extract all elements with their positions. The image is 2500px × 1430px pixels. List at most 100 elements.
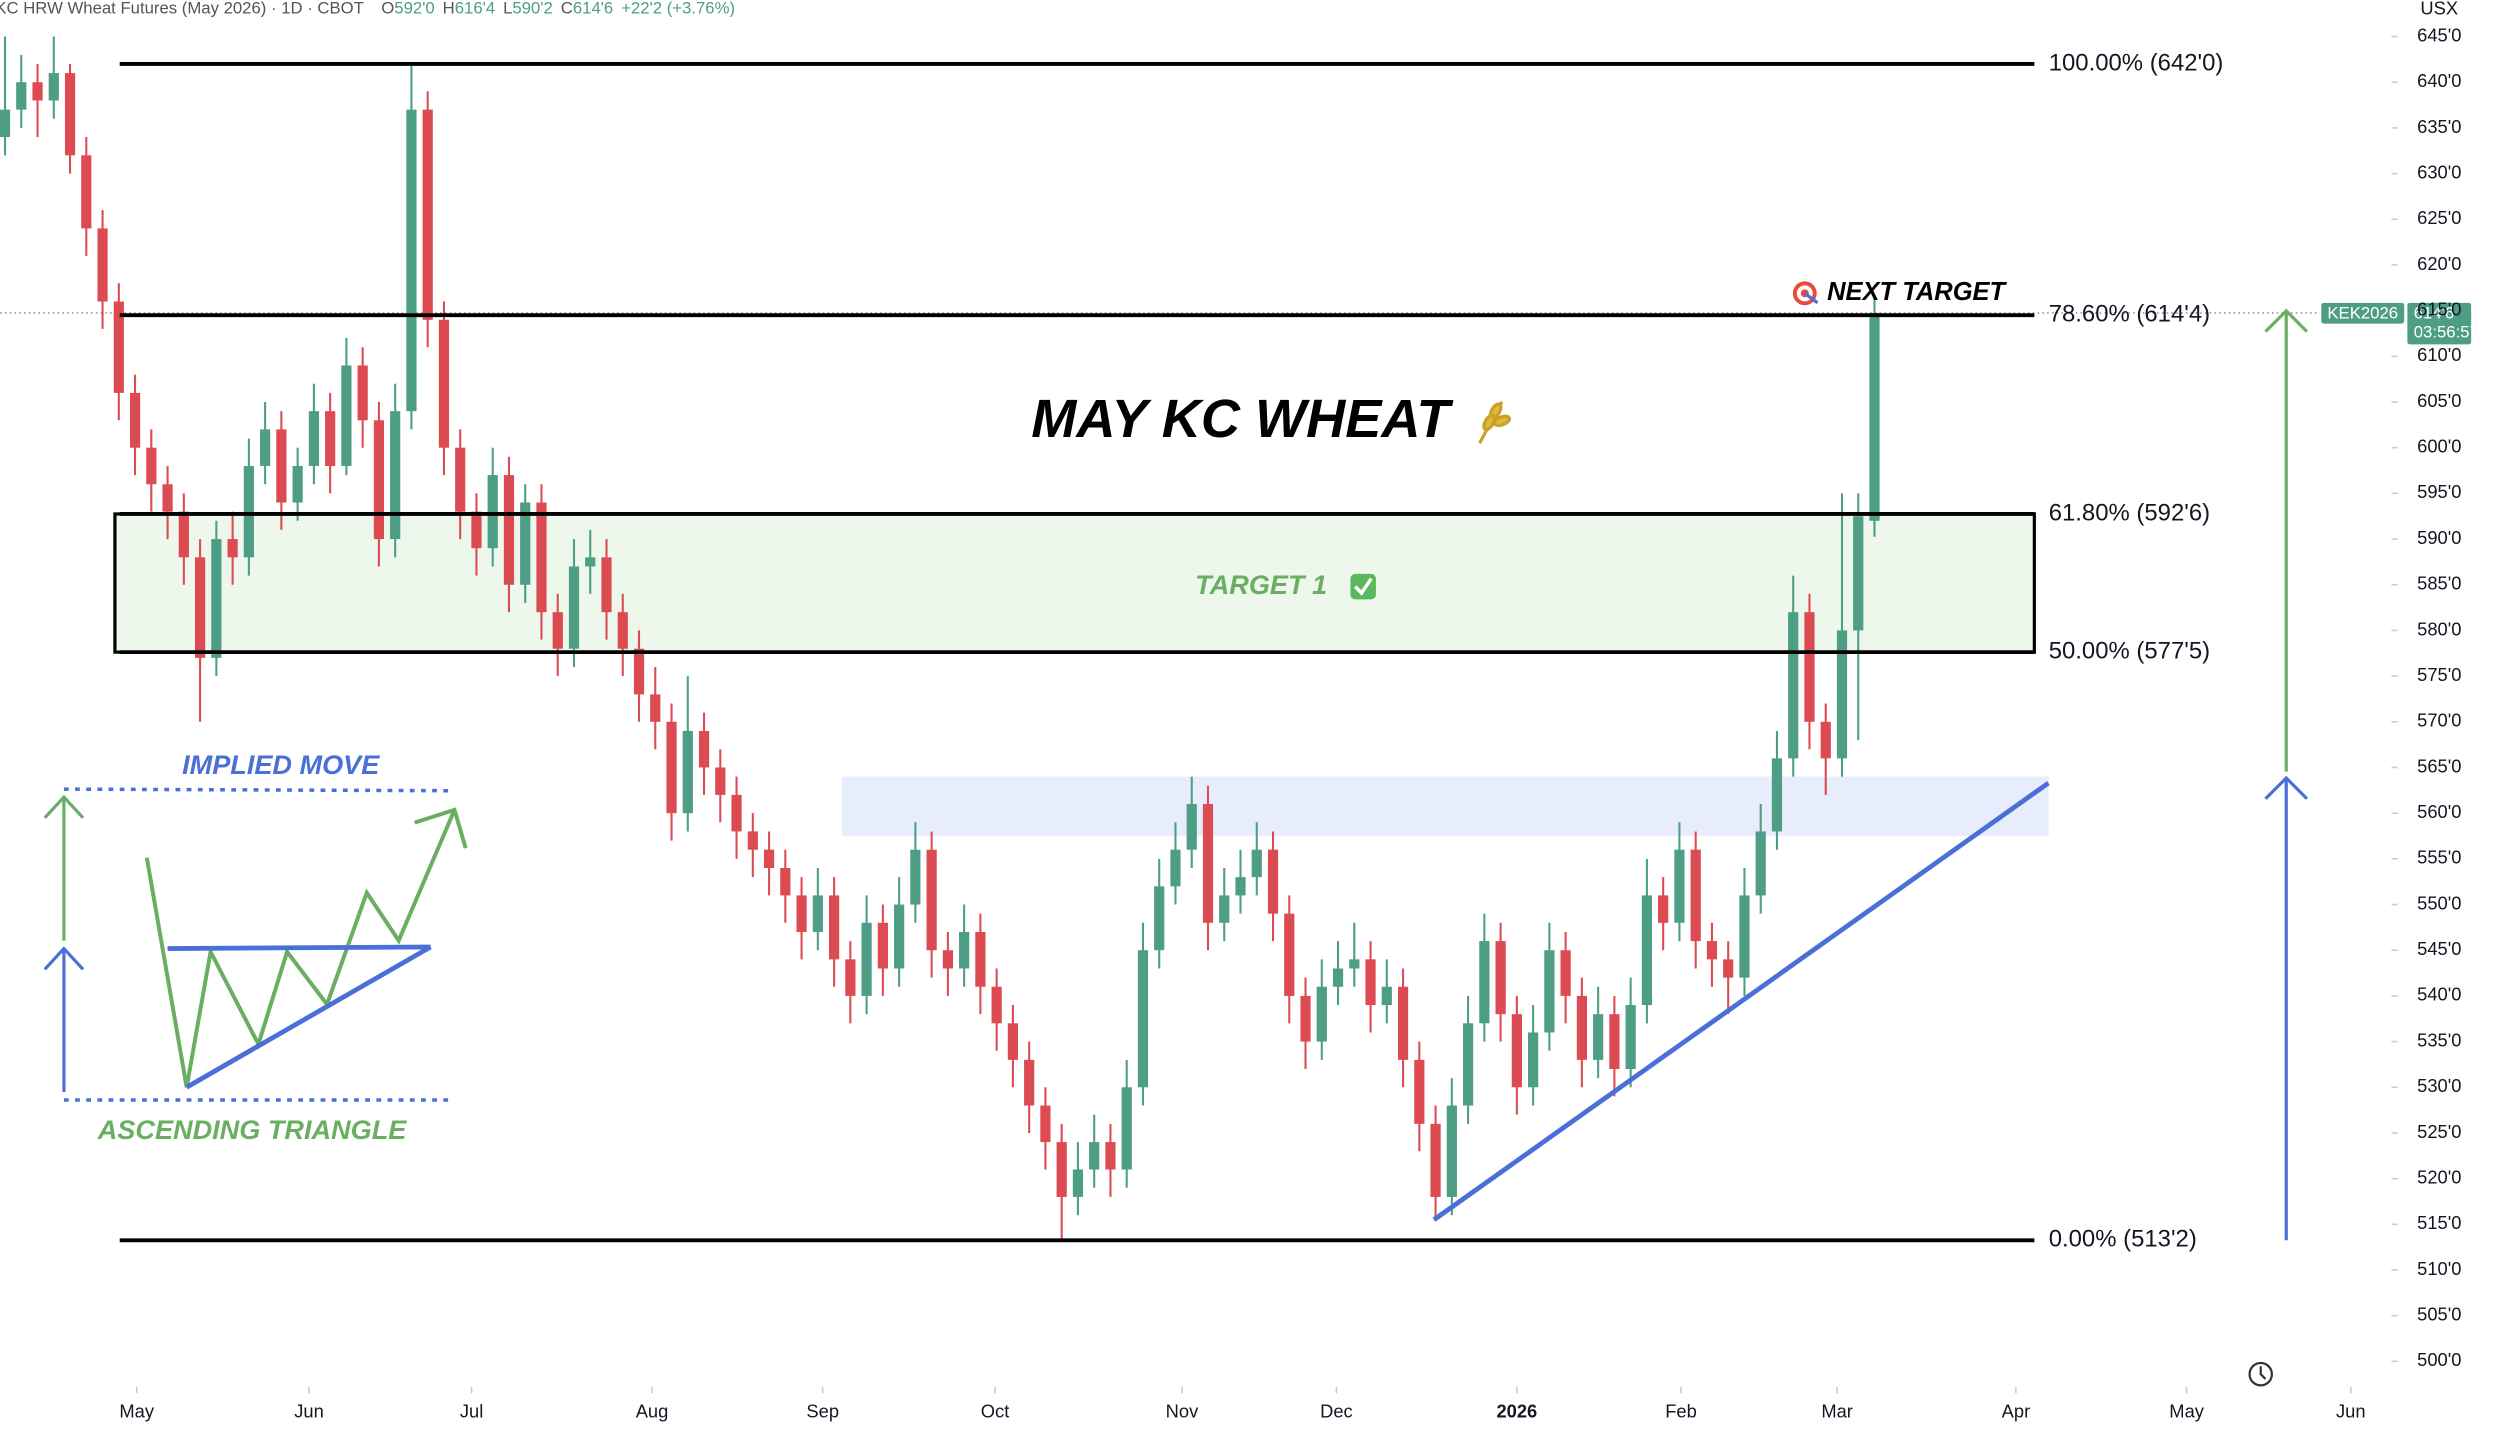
y-tick-label: 565'0 (2417, 755, 2461, 776)
candle-body (1137, 950, 1149, 1088)
x-tick-label: Dec (1320, 1400, 1353, 1421)
candle-body (1625, 1005, 1636, 1069)
candle-body (1414, 1059, 1425, 1124)
candle-body (1267, 849, 1279, 914)
candle-body (1284, 913, 1295, 996)
candle-body (1479, 941, 1490, 1024)
y-tick-label: 595'0 (2417, 481, 2461, 502)
fib-level-label: 0.00% (513'2) (2049, 1226, 2197, 1253)
candle-body (1674, 849, 1685, 923)
header-change: +22'2 (+3.76%) (621, 0, 735, 18)
candle-body (32, 82, 43, 101)
candles (0, 36, 1880, 1241)
candle-body (0, 109, 11, 138)
candle-body (455, 447, 466, 512)
chart-title: MAY KC WHEAT (1031, 389, 1453, 449)
candle-body (81, 155, 92, 229)
y-tick-label: 505'0 (2417, 1304, 2461, 1325)
triangle-height-arrow (2264, 775, 2309, 1241)
candle-body (601, 557, 612, 613)
candle-body (731, 794, 742, 832)
wheat-icon (1478, 400, 1512, 444)
candle-body (1072, 1169, 1084, 1197)
candle-body (926, 849, 937, 951)
candle-body (1349, 959, 1360, 969)
candle-body (552, 612, 563, 649)
candle-body (698, 730, 710, 768)
candle-body (1430, 1123, 1441, 1197)
candle-body (1788, 612, 1799, 759)
candle-body (341, 365, 352, 466)
y-tick-label: 630'0 (2417, 161, 2461, 182)
x-tick-label: Mar (1821, 1400, 1853, 1421)
target-1-label: TARGET 1 (1195, 569, 1327, 600)
under-layer (0, 35, 2398, 1394)
candle-body (1820, 721, 1831, 759)
candle-body (1853, 516, 1864, 631)
y-tick-label: 530'0 (2417, 1075, 2461, 1096)
candle-body (585, 557, 596, 567)
y-tick-label: 645'0 (2417, 24, 2461, 45)
x-tick-label: Feb (1665, 1400, 1697, 1421)
candle-body (227, 539, 238, 558)
candle-body (16, 82, 27, 110)
y-tick-label: 620'0 (2417, 253, 2461, 274)
header-key: C (561, 0, 573, 18)
y-tick-label: 550'0 (2417, 892, 2461, 913)
candle-body (1528, 1032, 1539, 1088)
y-tick-label: 520'0 (2417, 1166, 2461, 1187)
candle-body (1462, 1023, 1474, 1106)
header-value: 616'4 (455, 0, 495, 18)
candle-body (942, 950, 953, 969)
inset-blue-arrow (43, 946, 85, 1093)
candle-body (64, 73, 76, 156)
candle-body (1836, 630, 1848, 759)
candle-body (763, 849, 775, 868)
candle-body (991, 986, 1002, 1024)
x-tick-label: Jul (460, 1400, 483, 1421)
inset-top-label: IMPLIED MOVE (182, 749, 380, 780)
header-value: 614'6 (573, 0, 613, 18)
candle-body (1739, 895, 1750, 978)
candle-body (129, 392, 141, 448)
y-tick-label: 625'0 (2417, 207, 2461, 228)
header: KC HRW Wheat Futures (May 2026) · 1D · C… (0, 0, 735, 18)
candle-body (438, 319, 450, 448)
candle-body (1495, 941, 1506, 1015)
target-zone (113, 512, 2036, 654)
x-tick-label: Sep (806, 1400, 839, 1421)
candle-body (666, 721, 677, 814)
y-tick-label: 545'0 (2417, 938, 2461, 959)
candle-body (1641, 895, 1653, 1006)
candle-body (715, 767, 726, 795)
fib-level-label: 78.60% (614'4) (2049, 301, 2210, 328)
candle-body (146, 447, 157, 485)
x-tick-label: 2026 (1496, 1400, 1537, 1421)
candle-body (1365, 959, 1376, 1006)
candle-body (1397, 986, 1409, 1060)
upside-arrow (2264, 308, 2309, 772)
over-layer: 100.00% (642'0) 78.60% (614'4) 61.80% (592… (119, 49, 2223, 1253)
price-badge (2407, 302, 2472, 345)
inset-sketch (43, 787, 468, 1102)
candle-body (536, 502, 547, 613)
header-value: 590'2 (512, 0, 552, 18)
header-value: 592'0 (394, 0, 434, 18)
candle-body (568, 566, 580, 649)
candle-body (617, 612, 628, 649)
resistance-zone (841, 776, 2049, 837)
candle-body (1690, 849, 1701, 942)
header-title: KC HRW Wheat Futures (May 2026) · 1D · C… (0, 0, 364, 18)
candle-body (633, 648, 645, 695)
candle-body (1089, 1142, 1100, 1170)
candle-body (1154, 886, 1165, 951)
candle-body (373, 420, 385, 540)
candle-body (487, 475, 498, 549)
candle-body (406, 109, 417, 412)
candle-body (1869, 312, 1880, 521)
x-tick-label: Apr (2002, 1400, 2031, 1421)
candle-body (1235, 877, 1246, 896)
candle-body (520, 502, 531, 585)
